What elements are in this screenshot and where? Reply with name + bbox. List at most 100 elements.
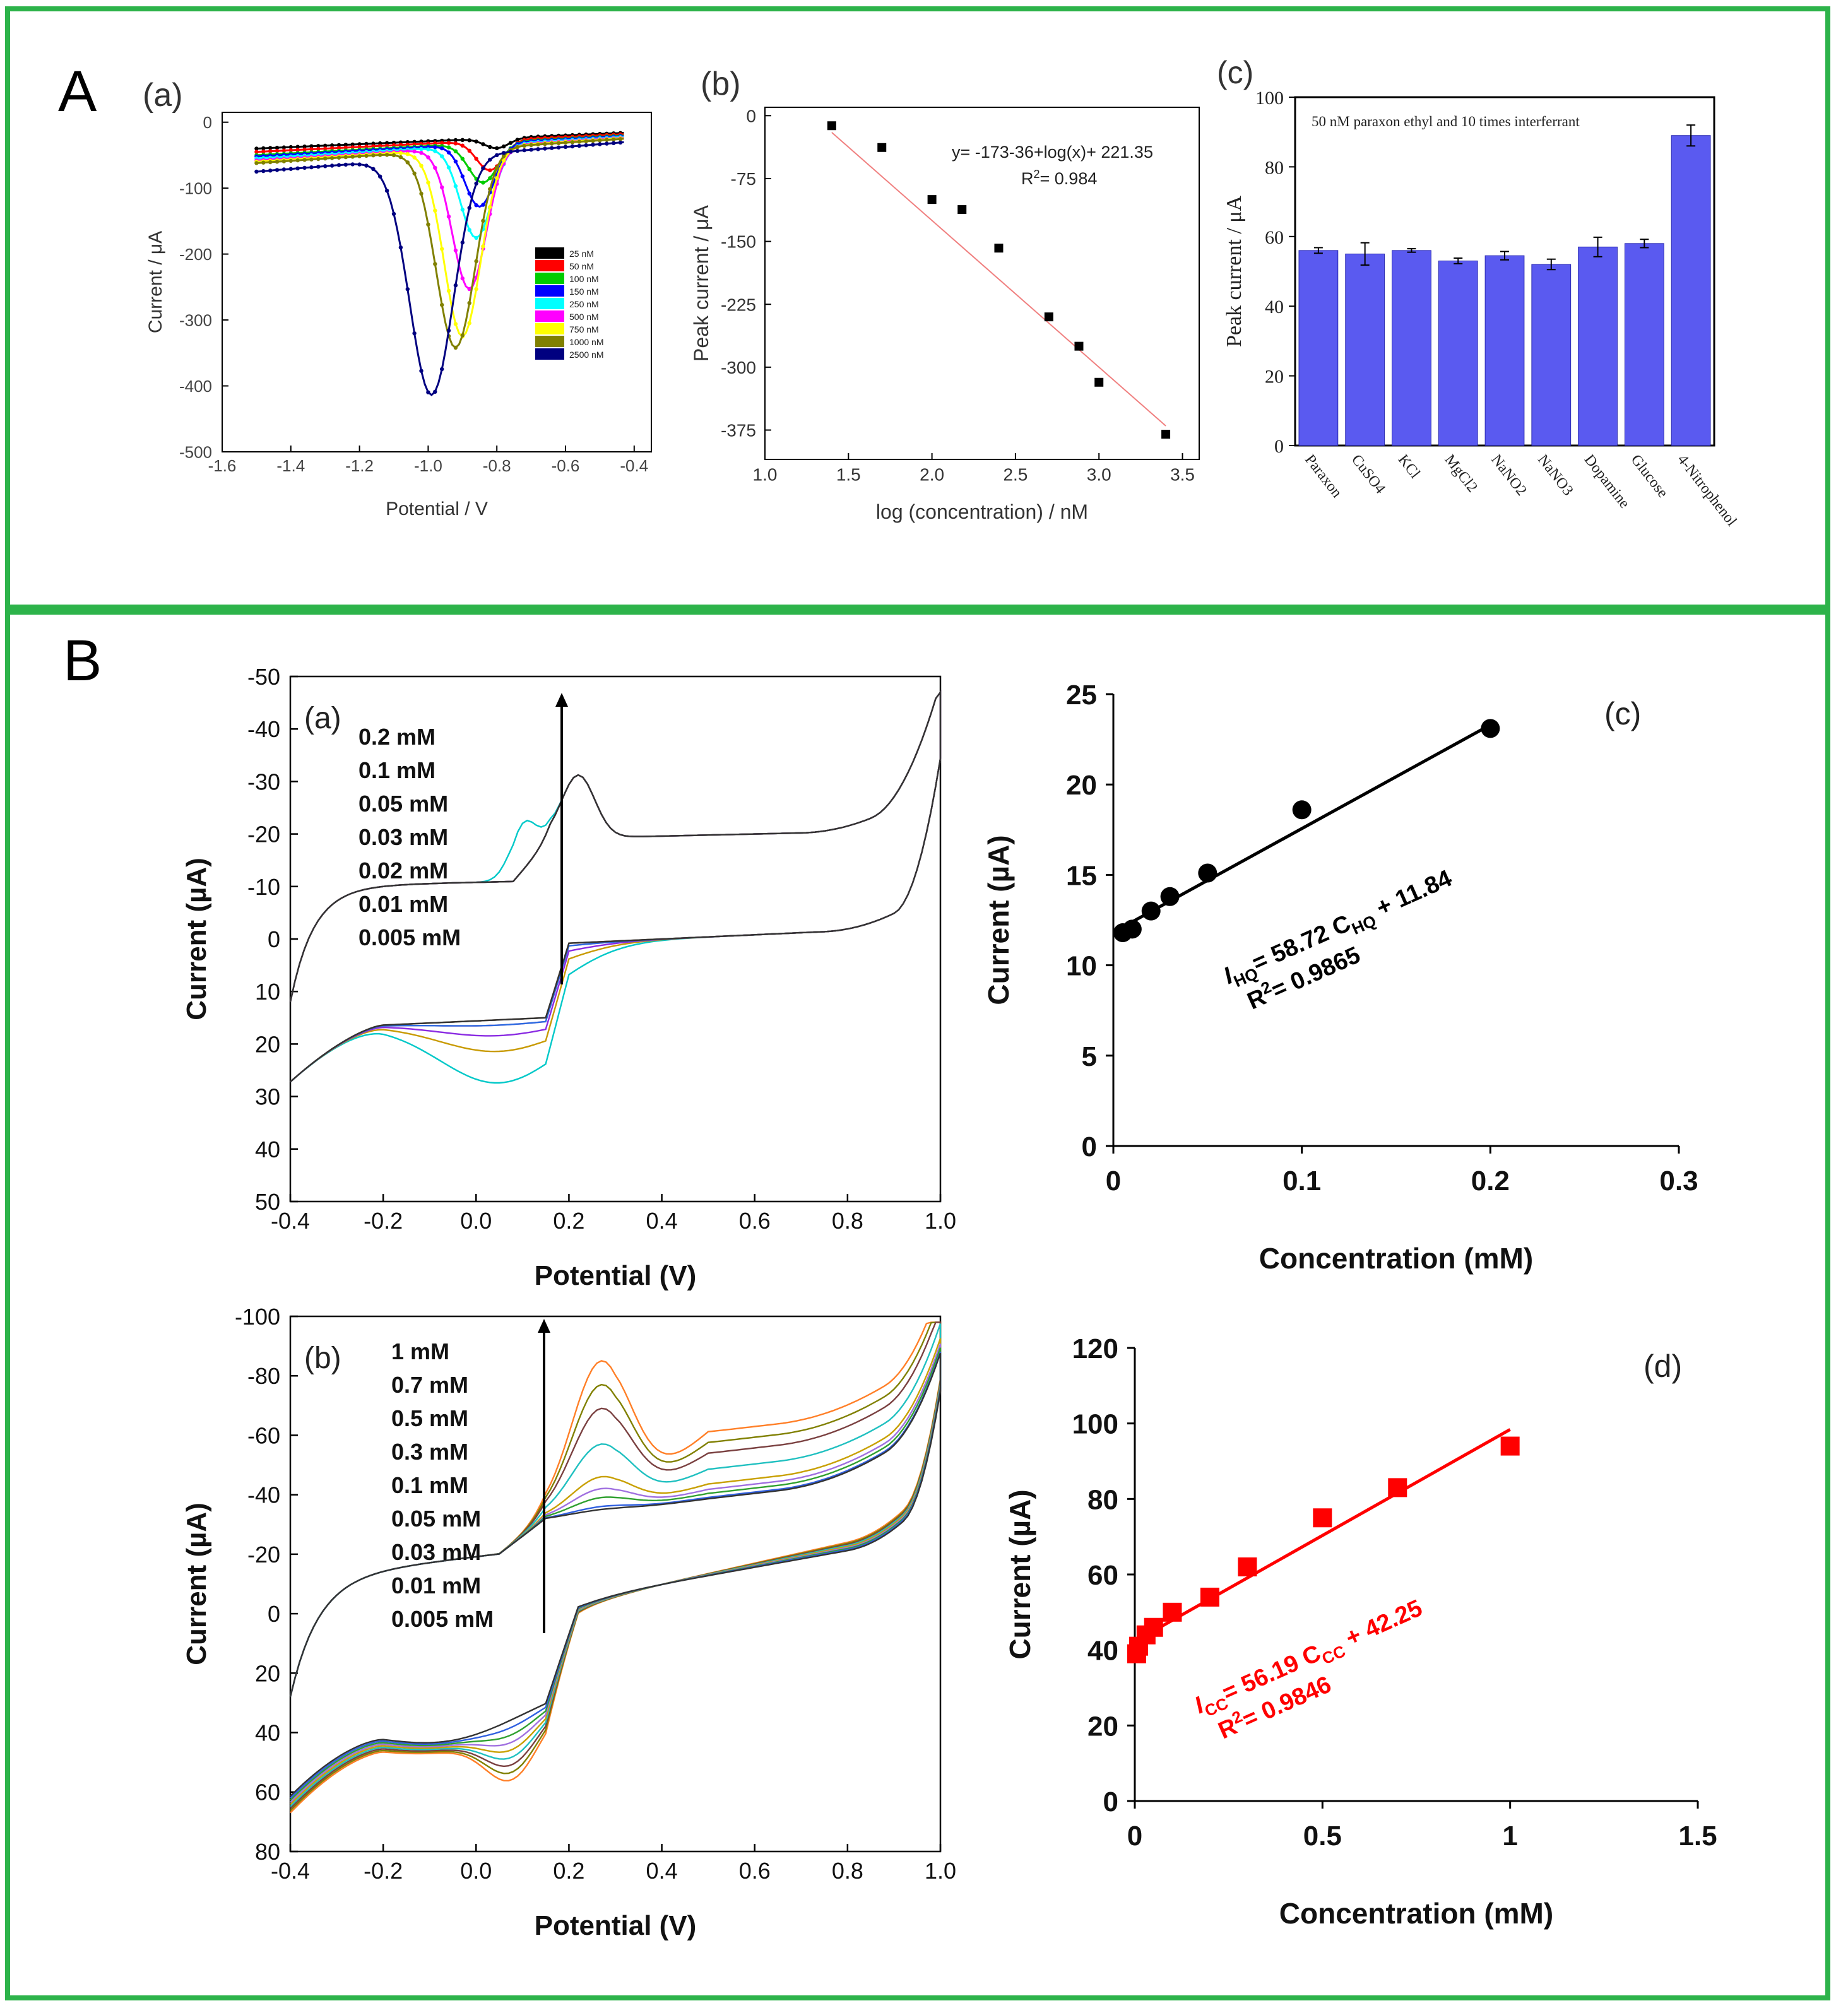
data-point xyxy=(1122,919,1142,939)
series-point xyxy=(357,145,362,149)
x-axis-title: Potential / V xyxy=(386,499,488,519)
series-point xyxy=(591,143,595,147)
y-tick-label: -100 xyxy=(179,179,212,198)
equation-tail: + 42.25 xyxy=(1336,1595,1426,1655)
x-tick-label: -0.6 xyxy=(552,456,580,475)
x-tick-label: 0.5 xyxy=(1303,1821,1342,1851)
y-tick-label: -10 xyxy=(247,874,280,900)
x-tick-label: -1.4 xyxy=(276,456,305,475)
series-point xyxy=(446,150,451,155)
series-point xyxy=(536,147,540,151)
y-tick-label: 0 xyxy=(203,113,212,132)
series-point xyxy=(323,164,328,168)
y-tick-label: -500 xyxy=(179,442,212,461)
category-label: 4-Nitrophenol xyxy=(1674,452,1739,529)
bar xyxy=(1578,246,1618,446)
series-point xyxy=(405,149,410,153)
y-tick-label: 60 xyxy=(255,1780,280,1805)
series-point xyxy=(563,145,568,149)
series-point xyxy=(398,245,403,250)
y-tick-label: 80 xyxy=(255,1839,280,1865)
series-point xyxy=(433,165,437,170)
cv-curve xyxy=(289,690,942,1083)
legend-swatch xyxy=(535,247,564,259)
series-point xyxy=(481,166,485,170)
y-tick-label: 80 xyxy=(1265,157,1284,178)
legend-label: 0.7 mM xyxy=(391,1372,468,1398)
series-point xyxy=(563,140,568,145)
legend-swatch xyxy=(535,310,564,322)
data-point xyxy=(1163,1602,1182,1622)
series-point xyxy=(268,160,273,165)
legend-label: 0.005 mM xyxy=(391,1606,494,1632)
category-label: Dopamine xyxy=(1581,452,1633,512)
series-point xyxy=(384,189,389,193)
legend-label: 0.005 mM xyxy=(358,924,461,950)
data-point xyxy=(1161,430,1171,439)
data-point xyxy=(1141,901,1161,921)
y-tick-label: 50 xyxy=(255,1189,280,1215)
series-point xyxy=(254,169,259,174)
legend-label: 250 nM xyxy=(569,299,599,309)
chart-b-c: 0 0.1 0.2 0.3 0 5 10 15 20 25 Concentration (mM) Cu… xyxy=(982,680,1698,1275)
panel-label: (b) xyxy=(304,1342,341,1375)
legend-swatch xyxy=(535,348,564,360)
x-tick-label: 0 xyxy=(1127,1821,1142,1851)
fit-line xyxy=(831,132,1166,427)
series-point xyxy=(481,180,485,185)
data-point xyxy=(1144,1617,1163,1637)
series-point xyxy=(467,228,471,232)
data-point xyxy=(1292,800,1312,820)
series-point xyxy=(577,139,581,144)
y-tick-label: 20 xyxy=(255,1031,280,1057)
series-point xyxy=(288,148,293,153)
series-point xyxy=(405,287,410,292)
series-point xyxy=(329,146,335,151)
x-axis-title: Potential (V) xyxy=(535,1260,697,1291)
x-tick-label: 0.3 xyxy=(1659,1166,1698,1196)
series-point xyxy=(515,148,519,153)
series-point xyxy=(378,174,382,179)
series-point xyxy=(570,140,575,145)
y-tick-label: -40 xyxy=(247,716,280,742)
x-tick-label: -0.4 xyxy=(271,1858,310,1884)
x-tick-label: -0.2 xyxy=(364,1208,403,1234)
series-point xyxy=(433,149,437,153)
series-point xyxy=(309,157,314,162)
data-point xyxy=(1094,377,1104,387)
legend-label: 0.05 mM xyxy=(391,1506,481,1532)
series-point xyxy=(295,166,300,170)
fit-line xyxy=(1134,1428,1511,1643)
series-point xyxy=(570,144,575,149)
series-point xyxy=(254,161,259,165)
series-point xyxy=(488,204,492,210)
series-point xyxy=(419,151,424,155)
series-point xyxy=(343,162,348,167)
y-axis-title: Current / μA xyxy=(145,231,166,333)
section-b-label: B xyxy=(63,629,102,693)
bar xyxy=(1531,264,1572,446)
series-point xyxy=(474,139,478,144)
y-tick-label: 60 xyxy=(1265,227,1284,248)
x-tick-label: 3.5 xyxy=(1170,465,1195,485)
series-point xyxy=(323,143,328,148)
series-point xyxy=(426,147,430,151)
legend-swatch xyxy=(535,323,564,334)
legend-label: 0.01 mM xyxy=(391,1573,481,1598)
cv-curve xyxy=(289,690,942,1083)
legend-label: 25 nM xyxy=(569,249,594,259)
y-tick-label: 10 xyxy=(255,979,280,1005)
x-tick-label: 1.0 xyxy=(753,465,778,485)
legend-label: 0.01 mM xyxy=(358,891,448,917)
bar xyxy=(1298,250,1339,446)
bar xyxy=(1345,253,1385,446)
series-point xyxy=(591,139,595,143)
series-point xyxy=(612,141,616,145)
trend-arrow-head xyxy=(538,1319,550,1333)
legend-label: 0.03 mM xyxy=(358,824,448,850)
series-point xyxy=(419,369,424,373)
series-point xyxy=(460,138,465,142)
series-point xyxy=(281,159,287,163)
x-tick-label: 1.5 xyxy=(1678,1821,1717,1851)
series-point xyxy=(254,146,259,151)
